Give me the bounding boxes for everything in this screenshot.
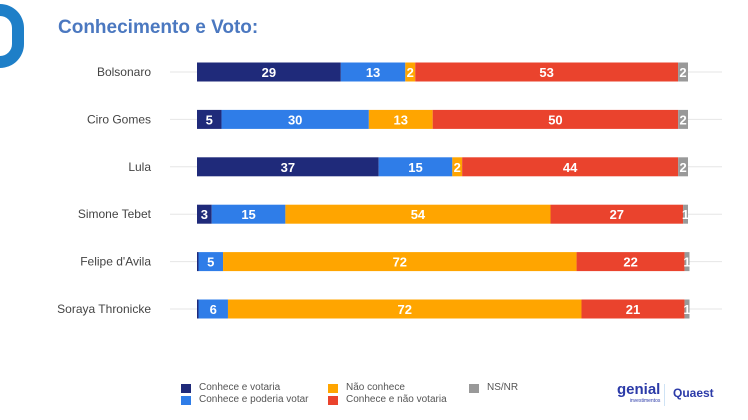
legend-swatch [469,383,479,393]
category-label: Soraya Thronicke [57,302,151,316]
genial-logo-text: genial [617,381,661,398]
data-label: 44 [563,160,578,175]
legend-label: Conhece e poderia votar [199,394,309,405]
data-label: 3 [201,207,208,222]
data-label: 1 [683,302,690,317]
bar-segment [415,62,679,82]
bar-segment [378,157,453,177]
bar-segment [211,204,286,224]
data-label: 15 [241,207,255,222]
bar-segment [432,109,679,129]
legend-swatch [328,383,338,393]
data-label: 6 [210,302,217,317]
bar-segment [581,299,685,319]
data-label: 72 [393,255,407,270]
quaest-logo: Quaest [673,386,714,400]
bar-segment [285,204,551,224]
chart-title: Conhecimento e Voto: [58,17,259,38]
data-label: 2 [679,160,686,175]
data-label: 29 [262,65,276,80]
legend-item: Conhece e poderia votar [181,394,309,406]
bar-segment [198,252,224,272]
bar-segment [340,62,406,82]
logo-divider [664,384,665,406]
data-label: 2 [407,65,414,80]
data-label: 2 [679,65,686,80]
bar-segment [684,299,690,319]
bar-segment [197,62,341,82]
data-label: 2 [679,112,686,127]
data-label: 54 [411,207,426,222]
bar-segment [223,252,577,272]
genial-logo-subtext: investimentos [629,398,661,404]
legend-label: NS/NR [487,382,519,393]
legend-item: NS/NR [469,382,518,394]
data-label: 50 [548,112,562,127]
data-label: 5 [206,112,213,127]
data-label: 30 [288,112,302,127]
bar-segment [368,109,433,129]
bar-segment [197,204,212,224]
bar-segment [197,252,199,272]
data-label: 72 [397,302,411,317]
data-label: 1 [683,255,690,270]
data-label: 21 [626,302,640,317]
bar-segment [550,204,684,224]
bar-segment [452,157,463,177]
legend-swatch [328,395,338,405]
bar-segment [678,109,688,129]
genial-logo: genial investimentos [617,381,661,405]
data-label: 27 [610,207,624,222]
bar-segment [462,157,679,177]
legend-label: Conhece e não votaria [346,394,447,405]
category-label: Simone Tebet [78,207,152,221]
bar-segment [678,62,688,82]
category-label: Bolsonaro [97,65,151,79]
legend-label: Conhece e votaria [199,382,281,393]
legend-col-1: Conhece e votaria Conhece e poderia vota… [181,382,309,406]
data-label: 1 [682,207,689,222]
bar-segment [221,109,369,129]
bar-segment [678,157,688,177]
category-label: Lula [128,160,151,174]
data-label: 37 [281,160,295,175]
data-label: 5 [207,255,214,270]
data-label: 2 [454,160,461,175]
legend-item: Conhece e votaria [181,382,309,394]
legend-item: Não conhece [328,382,447,394]
legend-col-3: NS/NR [469,382,518,394]
category-label: Ciro Gomes [87,112,151,126]
legend-col-2: Não conhece Conhece e não votaria [328,382,447,406]
bar-segment [405,62,416,82]
bar-segment [683,204,688,224]
bar-segment [684,252,690,272]
legend-swatch [181,395,191,405]
data-label: 13 [394,112,408,127]
legend-label: Não conhece [346,382,405,393]
data-label: 22 [623,255,637,270]
data-label: 13 [366,65,380,80]
bar-segment [576,252,685,272]
data-label: 15 [408,160,422,175]
bar-segment [197,109,222,129]
bar-segment [197,299,199,319]
bar-segment [227,299,582,319]
legend-item: Conhece e não votaria [328,394,447,406]
bar-segment [197,157,379,177]
bar-segment [198,299,228,319]
data-label: 53 [539,65,553,80]
category-label: Felipe d'Avila [80,255,151,269]
legend-swatch [181,383,191,393]
